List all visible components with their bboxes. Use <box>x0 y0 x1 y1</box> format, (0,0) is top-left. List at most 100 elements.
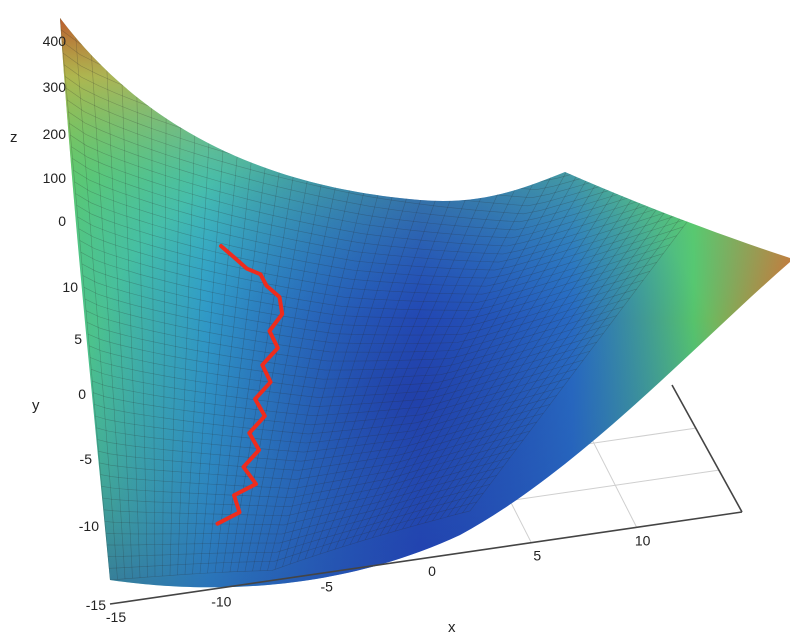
x-tick-label: -15 <box>106 609 126 625</box>
mesh-line <box>74 181 697 271</box>
x-tick-label: -5 <box>320 578 333 594</box>
z-axis-ticks: 0 100 200 300 400 <box>43 33 67 229</box>
y-tick-label: -15 <box>86 597 106 613</box>
mesh-line <box>319 149 487 555</box>
mesh-line <box>85 306 624 362</box>
mesh-line <box>101 439 524 498</box>
mesh-line <box>74 29 118 580</box>
mesh-line <box>289 140 426 565</box>
mesh-line <box>177 81 198 575</box>
mesh-line <box>103 457 511 517</box>
mesh-line <box>109 510 471 581</box>
mesh-line <box>90 341 597 398</box>
mesh-line <box>69 123 731 231</box>
z-axis-label: z <box>10 129 18 146</box>
x-tick-label: -10 <box>211 594 231 610</box>
axes <box>109 384 743 605</box>
mesh-line <box>94 377 571 435</box>
mesh-line <box>259 128 365 571</box>
y-tick-label: -10 <box>79 518 99 534</box>
mesh-line <box>83 287 637 344</box>
mesh-line <box>214 105 274 573</box>
mesh-line <box>244 121 335 572</box>
mesh-line <box>372 147 593 538</box>
mesh-line <box>104 466 504 526</box>
mesh-line <box>60 18 111 581</box>
mesh-line <box>73 169 704 263</box>
mesh-line <box>267 131 380 571</box>
descent-path-line <box>215 244 285 526</box>
mesh-line <box>184 86 213 575</box>
y-axis-ticks: -15 -10 -5 0 5 10 <box>62 279 106 613</box>
z-tick-label: 300 <box>43 79 67 95</box>
mesh-line <box>70 134 724 239</box>
mesh-line <box>98 413 544 471</box>
mesh-line <box>106 484 491 546</box>
x-tick-label: 5 <box>533 548 541 564</box>
x-axis-label: x <box>448 619 456 636</box>
mesh-line <box>334 153 517 550</box>
mesh-line <box>89 333 604 389</box>
mesh-line <box>81 263 651 327</box>
mesh-line <box>82 275 644 336</box>
mesh-line <box>87 324 611 380</box>
mesh-line <box>229 113 304 572</box>
mesh-line <box>105 475 497 535</box>
mesh-line <box>95 386 564 444</box>
y-tick-label: 10 <box>62 279 78 295</box>
mesh-line <box>79 240 664 311</box>
x-axis-ticks: -15 -10 -5 0 5 10 <box>106 532 651 625</box>
mesh-line <box>379 143 608 536</box>
mesh-line <box>312 147 471 557</box>
mesh-line <box>120 52 141 578</box>
y-tick-label: 0 <box>78 386 86 402</box>
surface <box>60 18 790 588</box>
mesh-line <box>304 145 456 560</box>
mesh-line <box>327 151 502 552</box>
mesh-line <box>297 142 441 562</box>
mesh-line <box>394 134 639 532</box>
mesh-line <box>78 228 671 303</box>
mesh-line <box>80 251 657 319</box>
mesh-line <box>102 448 517 508</box>
mesh-line <box>91 350 591 407</box>
mesh-line <box>99 421 537 480</box>
mesh-line <box>207 100 258 574</box>
x-axis-line <box>109 511 743 605</box>
y-tick-label: 5 <box>74 331 82 347</box>
mesh-line <box>364 152 578 541</box>
mesh-line <box>92 359 584 417</box>
mesh-line <box>169 75 182 576</box>
mesh-line <box>93 368 577 426</box>
mesh-line <box>192 91 228 575</box>
mesh-line <box>199 96 243 574</box>
mesh-line <box>357 156 563 543</box>
z-tick-label: 100 <box>43 170 67 186</box>
mesh-line <box>90 38 126 579</box>
mesh-line <box>97 404 551 462</box>
mesh-line <box>402 129 654 530</box>
mesh-line <box>84 297 631 353</box>
x-tick-label: 10 <box>635 532 651 548</box>
mesh-line <box>387 139 623 534</box>
mesh-line <box>349 156 547 545</box>
mesh-line <box>342 155 532 547</box>
mesh-line <box>108 501 477 569</box>
z-tick-label: 200 <box>43 126 67 142</box>
mesh-line <box>105 45 133 579</box>
mesh-line <box>100 430 531 489</box>
x-tick-label: 0 <box>428 563 436 579</box>
mesh-line <box>76 205 684 287</box>
z-tick-label: 400 <box>43 33 67 49</box>
mesh-line <box>96 395 557 453</box>
y-tick-label: -5 <box>80 451 93 467</box>
mesh-line <box>72 158 711 255</box>
x-axis-far-edge <box>671 384 743 513</box>
mesh-line <box>75 193 691 279</box>
mesh-line <box>135 58 148 578</box>
z-tick-label: 0 <box>58 213 66 229</box>
mesh-line <box>274 134 395 570</box>
mesh-line <box>151 64 156 577</box>
mesh-line <box>107 492 484 557</box>
